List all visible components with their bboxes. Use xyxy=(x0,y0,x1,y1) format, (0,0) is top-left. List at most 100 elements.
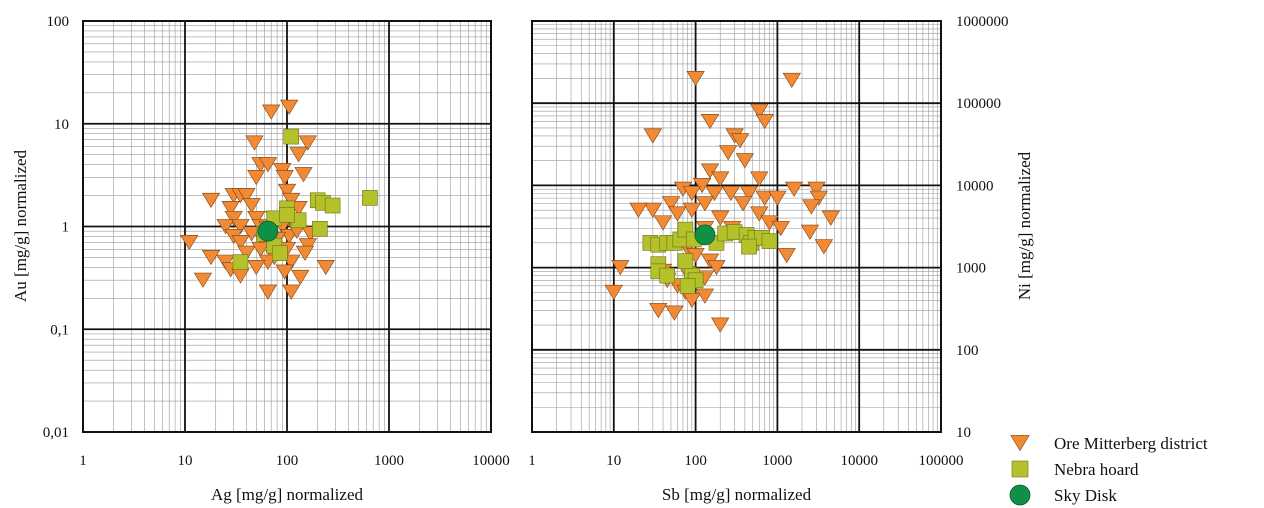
y-tick-label: 100 xyxy=(47,14,70,30)
ore-mitterberg-point xyxy=(739,185,759,202)
y-tick-label: 1000000 xyxy=(956,14,1009,30)
data-points xyxy=(180,99,378,300)
y-tick-label: 1 xyxy=(62,220,70,236)
ore-mitterberg-point xyxy=(193,272,213,288)
ore-mitterberg-point xyxy=(216,219,235,235)
nebra-hoard-point xyxy=(677,253,694,269)
nebra-hoard-point xyxy=(312,220,328,237)
ore-mitterberg-point xyxy=(282,284,301,300)
ore-mitterberg-point xyxy=(807,181,826,197)
sky-disk-point xyxy=(257,220,279,242)
x-tick-label: 10000 xyxy=(472,453,510,469)
ore-mitterberg-point xyxy=(611,260,630,276)
plot-frame xyxy=(531,20,942,433)
ore-mitterberg-point xyxy=(665,305,684,321)
ore-mitterberg-point xyxy=(231,234,250,251)
nebra-hoard-point xyxy=(283,128,300,145)
plot-frame xyxy=(82,20,492,433)
y-axis-label: Ni [mg/g] normalized xyxy=(1015,151,1034,300)
ore-mitterberg-point xyxy=(224,210,243,227)
x-tick-label: 1000 xyxy=(762,453,792,469)
legend-circle-icon xyxy=(1009,484,1031,506)
legend-label: Nebra hoard xyxy=(1054,460,1139,479)
ore-mitterberg-point xyxy=(216,254,235,270)
x-tick-label: 1 xyxy=(528,453,536,469)
ore-mitterberg-point xyxy=(247,259,266,276)
ore-mitterberg-point xyxy=(201,192,221,208)
right-chart-sb-ni: 1 10 100 1000 10000 100000 10 100 1000 10000 10000… xyxy=(528,14,1034,504)
ore-mitterberg-point xyxy=(237,188,256,204)
ore-mitterberg-point xyxy=(814,239,834,255)
ore-mitterberg-point xyxy=(258,157,278,173)
legend-label: Ore Mitterberg district xyxy=(1054,434,1208,453)
x-tick-label: 10 xyxy=(178,453,193,469)
ore-mitterberg-point xyxy=(237,245,256,261)
ore-mitterberg-point xyxy=(782,72,801,88)
ore-mitterberg-point xyxy=(242,226,261,242)
x-tick-label: 100 xyxy=(276,453,299,469)
ore-mitterberg-point xyxy=(295,245,315,261)
ore-mitterberg-point xyxy=(668,206,687,222)
ore-mitterberg-point xyxy=(247,170,266,186)
ore-mitterberg-point xyxy=(755,114,774,130)
ore-mitterberg-point xyxy=(180,234,199,251)
nebra-hoard-point xyxy=(679,278,696,294)
ore-mitterberg-point xyxy=(692,177,712,194)
ore-mitterberg-point xyxy=(298,135,317,151)
y-axis-label: Au [mg/g] normalized xyxy=(11,149,30,302)
x-tick-label: 1 xyxy=(79,453,87,469)
ore-mitterberg-point xyxy=(705,185,724,202)
ore-mitterberg-point xyxy=(711,210,730,226)
ore-mitterberg-point xyxy=(201,250,221,266)
y-tick-label: 0,01 xyxy=(43,425,69,441)
nebra-hoard-point xyxy=(741,238,757,255)
ore-mitterberg-point xyxy=(316,259,335,276)
nebra-hoard-point xyxy=(279,206,295,223)
ore-mitterberg-point xyxy=(735,153,755,169)
ore-mitterberg-point xyxy=(777,248,796,264)
ore-mitterberg-point xyxy=(771,220,790,237)
nebra-hoard-point xyxy=(232,254,249,270)
ore-mitterberg-point xyxy=(653,215,673,231)
nebra-hoard-point xyxy=(324,197,341,214)
x-tick-label: 100 xyxy=(684,453,707,469)
ore-mitterberg-point xyxy=(718,145,738,161)
sky-disk-point xyxy=(694,224,716,246)
nebra-hoard-point xyxy=(659,267,676,284)
ore-mitterberg-point xyxy=(262,104,281,120)
y-tick-label: 0,1 xyxy=(50,322,69,338)
ore-mitterberg-point xyxy=(750,171,769,187)
ore-mitterberg-point xyxy=(711,317,730,333)
ore-mitterberg-point xyxy=(711,171,730,187)
nebra-hoard-point xyxy=(272,245,288,261)
y-tick-label: 10 xyxy=(956,425,971,441)
ore-mitterberg-point xyxy=(695,288,715,304)
ore-mitterberg-point xyxy=(242,198,261,214)
ore-mitterberg-point xyxy=(707,260,726,276)
ore-mitterberg-point xyxy=(643,128,662,144)
y-tick-label: 1000 xyxy=(956,261,986,277)
ore-mitterberg-point xyxy=(768,190,787,206)
ore-mitterberg-point xyxy=(661,196,681,212)
left-chart-ag-au: 1 10 100 1000 10000 0,01 0,1 1 10 100 Ag [mg/g] no… xyxy=(11,14,510,504)
ore-mitterberg-point xyxy=(649,303,668,319)
y-tick-label: 10000 xyxy=(956,178,994,194)
ore-mitterberg-point xyxy=(258,284,278,300)
x-axis-label: Sb [mg/g] normalized xyxy=(662,485,812,504)
legend-square-icon xyxy=(1011,460,1029,478)
ore-mitterberg-point xyxy=(245,135,264,151)
ore-mitterberg-point xyxy=(750,206,769,222)
data-points xyxy=(604,71,840,333)
ore-mitterberg-point xyxy=(730,133,750,149)
legend: Ore Mitterberg district Nebra hoard Sky Di… xyxy=(1009,434,1208,506)
ore-mitterberg-point xyxy=(643,202,662,218)
ore-mitterberg-point xyxy=(755,190,774,206)
ore-mitterberg-point xyxy=(721,185,741,202)
ore-mitterberg-point xyxy=(821,210,840,226)
legend-triangle-icon xyxy=(1010,435,1030,452)
x-axis-label: Ag [mg/g] normalized xyxy=(211,485,364,504)
ore-mitterberg-point xyxy=(686,71,705,87)
ore-mitterberg-point xyxy=(629,202,648,218)
ore-mitterberg-point xyxy=(247,210,266,227)
